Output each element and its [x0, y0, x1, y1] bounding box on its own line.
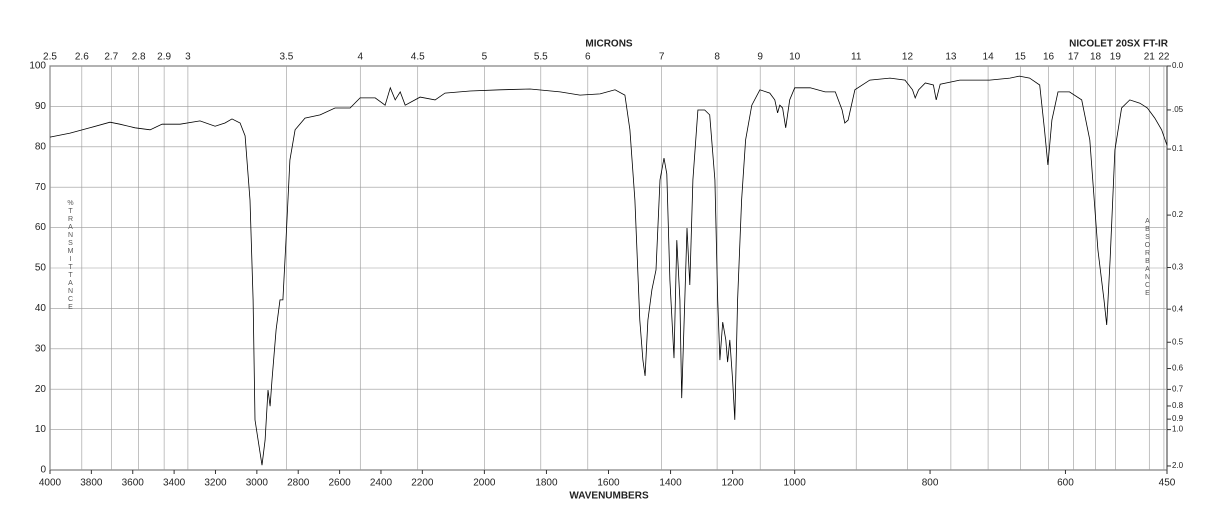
- x2-tick-label: 13: [945, 52, 957, 63]
- y-tick-label: 80: [35, 141, 47, 152]
- y-tick-label: 0: [40, 465, 46, 476]
- x2-tick-label: 16: [1043, 52, 1055, 63]
- instrument-label: NICOLET 20SX FT-IR: [1069, 39, 1169, 50]
- x2-tick-label: 15: [1015, 52, 1027, 63]
- y2-tick-label: 0.7: [1172, 385, 1184, 394]
- y-tick-label: 20: [35, 384, 47, 395]
- y2-tick-label: 0.2: [1172, 210, 1184, 219]
- x-tick-label: 800: [922, 478, 939, 489]
- x-tick-label: 1200: [721, 478, 744, 489]
- x-tick-label: 2800: [287, 478, 310, 489]
- x2-tick-label: 2.7: [104, 52, 118, 63]
- y2-tick-label: 0.6: [1172, 364, 1184, 373]
- x-tick-label: 2600: [328, 478, 351, 489]
- y2-tick-label: 2.0: [1172, 461, 1184, 470]
- y2-tick-label: 0.8: [1172, 401, 1184, 410]
- x2-tick-label: 17: [1068, 52, 1080, 63]
- x2-tick-label: 5.5: [534, 52, 548, 63]
- x2-tick-label: 12: [902, 52, 914, 63]
- x-tick-label: 1400: [659, 478, 682, 489]
- y-tick-label: 50: [35, 263, 47, 274]
- x2-tick-label: 6: [585, 52, 591, 63]
- y-tick-label: 70: [35, 182, 47, 193]
- y2-tick-label: 0.9: [1172, 414, 1184, 423]
- x2-tick-label: 7: [659, 52, 665, 63]
- x2-tick-label: 4: [357, 52, 363, 63]
- y-tick-label: 100: [29, 61, 46, 72]
- x2-tick-label: 4.5: [411, 52, 425, 63]
- x2-tick-label: 18: [1090, 52, 1102, 63]
- y-tick-label: 30: [35, 343, 47, 354]
- x2-tick-label: 21: [1144, 52, 1156, 63]
- x-tick-label: 3000: [246, 478, 269, 489]
- x-tick-label: 1800: [535, 478, 558, 489]
- x2-tick-label: 22: [1158, 52, 1170, 63]
- y-axis-title: %TRANSMITTANCE: [67, 200, 74, 312]
- x2-tick-label: 10: [789, 52, 801, 63]
- y2-tick-label: 0.4: [1172, 304, 1184, 313]
- y-tick-label: 60: [35, 222, 47, 233]
- x-tick-label: 1600: [597, 478, 620, 489]
- y2-axis-title: ABSORBANCE: [1144, 218, 1151, 298]
- x-tick-label: 3400: [163, 478, 186, 489]
- x-tick-label: 3800: [80, 478, 103, 489]
- y2-tick-label: 0.5: [1172, 337, 1184, 346]
- y2-tick-label: .05: [1172, 105, 1184, 114]
- x2-tick-label: 2.9: [157, 52, 171, 63]
- x-tick-label: 3600: [122, 478, 145, 489]
- y-tick-label: 90: [35, 101, 47, 112]
- x2-tick-label: 3: [185, 52, 191, 63]
- spectrum-line: [49, 75, 1168, 466]
- x-tick-label: 450: [1159, 478, 1176, 489]
- x2-tick-label: 19: [1110, 52, 1122, 63]
- y2-tick-label: 0.3: [1172, 263, 1184, 272]
- x-tick-label: 600: [1057, 478, 1074, 489]
- bottom-axis-title: WAVENUMBERS: [569, 491, 649, 502]
- x-tick-label: 2200: [411, 478, 434, 489]
- x2-tick-label: 11: [851, 52, 862, 63]
- x2-tick-label: 2.5: [43, 52, 57, 63]
- x-tick-label: 2400: [370, 478, 393, 489]
- x2-tick-label: 3.5: [279, 52, 293, 63]
- x2-tick-label: 2.6: [75, 52, 89, 63]
- x2-tick-label: 5: [482, 52, 488, 63]
- x2-tick-label: 2.8: [132, 52, 146, 63]
- x2-tick-label: 9: [757, 52, 763, 63]
- y2-tick-label: 0.1: [1172, 144, 1184, 153]
- y2-tick-label: 1.0: [1172, 425, 1184, 434]
- y-tick-label: 10: [35, 424, 47, 435]
- x-tick-label: 2000: [473, 478, 496, 489]
- x2-tick-label: 8: [714, 52, 720, 63]
- x-tick-label: 4000: [39, 478, 62, 489]
- top-axis-title: MICRONS: [585, 39, 633, 50]
- x2-tick-label: 14: [983, 52, 995, 63]
- y2-tick-label: 0.0: [1172, 61, 1184, 70]
- x-tick-label: 1000: [784, 478, 807, 489]
- y-tick-label: 40: [35, 303, 47, 314]
- x-tick-label: 3200: [204, 478, 227, 489]
